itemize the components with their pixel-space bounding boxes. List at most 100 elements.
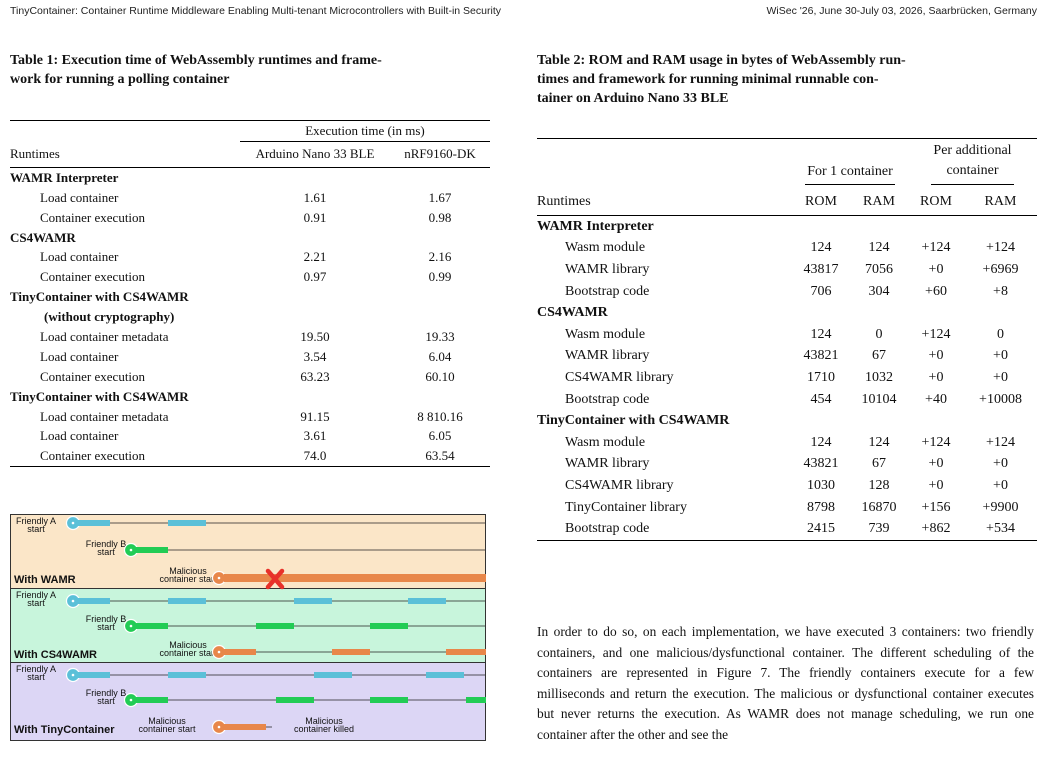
table1-row-label: (without cryptography) bbox=[44, 309, 175, 325]
label-friendly-b: Friendly B bbox=[86, 614, 127, 624]
label-killed-sub: container killed bbox=[294, 724, 354, 734]
table2-cell-rom bbox=[792, 216, 850, 238]
table1-caption: Table 1: Execution time of WebAssembly r… bbox=[10, 53, 382, 87]
table2-row: WAMR library 43817 7056 +0 +6969 bbox=[537, 259, 1037, 281]
table2: For 1 container Per additional container… bbox=[537, 138, 1037, 541]
table2-cell-ram2: +9900 bbox=[982, 499, 1019, 515]
table1-row: Load container metadata 91.15 8 810.16 bbox=[10, 407, 490, 427]
table2-cell-rom bbox=[792, 302, 850, 324]
marker-malicious-dot bbox=[217, 576, 221, 580]
table1-cell-b bbox=[390, 287, 490, 307]
table1-row: CS4WAMR bbox=[10, 228, 490, 248]
table1-cell-a: 91.15 bbox=[300, 408, 330, 424]
table1-cell-b: 63.54 bbox=[425, 448, 455, 464]
table1-row: (without cryptography) bbox=[10, 307, 490, 327]
exec-malicious bbox=[224, 574, 486, 582]
table1-cell-b: 19.33 bbox=[425, 328, 455, 344]
label-friendly-b: Friendly B bbox=[86, 688, 127, 698]
table2-cell-ram2: +10008 bbox=[979, 391, 1022, 407]
running-header-title: TinyContainer: Container Runtime Middlew… bbox=[10, 5, 501, 17]
table1-row: TinyContainer with CS4WAMR bbox=[10, 387, 490, 407]
marker-friendly-a-dot bbox=[71, 599, 75, 603]
exec-friendly-a bbox=[78, 598, 110, 604]
table2-row: WAMR library 43821 67 +0 +0 bbox=[537, 454, 1037, 476]
table1-row-label: Container execution bbox=[40, 448, 146, 464]
label-friendly-a-start: start bbox=[27, 598, 45, 608]
marker-malicious-dot bbox=[217, 725, 221, 729]
table1-cell-a bbox=[240, 287, 390, 307]
table2-cell-rom2: +40 bbox=[925, 391, 947, 407]
label-malicious: Malicious bbox=[148, 716, 186, 726]
table2-cell-ram2 bbox=[964, 216, 1037, 238]
table2-cell-ram2 bbox=[964, 302, 1037, 324]
table1-cell-b bbox=[390, 167, 490, 187]
table2-cell-rom: 2415 bbox=[807, 521, 835, 537]
table2-col-rom: ROM bbox=[805, 194, 837, 209]
table1-cell-a: 0.97 bbox=[303, 269, 327, 285]
table2-row-label: Bootstrap code bbox=[565, 391, 650, 407]
table2-cell-rom: 1710 bbox=[807, 369, 835, 385]
table2-row-label: Bootstrap code bbox=[565, 521, 650, 537]
panel-title-cs4wamr: With CS4WAMR bbox=[14, 649, 97, 661]
table2-cell-rom2: +156 bbox=[921, 499, 951, 515]
table1-row-label: Load container bbox=[40, 348, 119, 364]
table2-cell-ram bbox=[850, 410, 908, 432]
table1-cell-b: 1.67 bbox=[428, 189, 452, 205]
table2-row-label: CS4WAMR bbox=[537, 305, 608, 321]
table1-group-header: Execution time (in ms) bbox=[240, 120, 490, 142]
table1-cell-a: 3.54 bbox=[303, 348, 327, 364]
marker-friendly-a-dot bbox=[71, 521, 75, 525]
label-killed: Malicious bbox=[305, 716, 343, 726]
table2-cell-rom2: +0 bbox=[928, 369, 944, 385]
table1-row-label: TinyContainer with CS4WAMR bbox=[10, 289, 189, 305]
table2-row-label: CS4WAMR library bbox=[565, 369, 674, 385]
table2-cell-ram2: +6969 bbox=[982, 261, 1019, 277]
table2-caption: Table 2: ROM and RAM usage in bytes of W… bbox=[537, 53, 906, 106]
table2-cell-rom2: +862 bbox=[921, 521, 951, 537]
exec-friendly-a bbox=[168, 598, 206, 604]
table2-cell-ram: 124 bbox=[868, 434, 890, 450]
table2-row-label: Bootstrap code bbox=[565, 283, 650, 299]
table2-cell-rom2 bbox=[908, 302, 964, 324]
table1-row: WAMR Interpreter bbox=[10, 167, 490, 187]
exec-friendly-a bbox=[78, 672, 110, 678]
table2-row-label: WAMR Interpreter bbox=[537, 218, 654, 234]
exec-malicious bbox=[446, 649, 486, 655]
exec-friendly-a bbox=[314, 672, 352, 678]
table1-row-label: Load container metadata bbox=[40, 328, 169, 344]
table2-col-runtimes: Runtimes bbox=[537, 194, 591, 209]
table2-row-label: CS4WAMR library bbox=[565, 477, 674, 493]
table1-cell-b bbox=[390, 307, 490, 327]
table1-row-label: Container execution bbox=[40, 368, 146, 384]
label-friendly-b-start: start bbox=[97, 622, 115, 632]
table1-row: Load container metadata 19.50 19.33 bbox=[10, 327, 490, 347]
table2-cell-rom2: +124 bbox=[921, 326, 951, 342]
table1-cell-b: 8 810.16 bbox=[417, 408, 463, 424]
table2-cell-ram: 124 bbox=[868, 240, 890, 256]
table1-cell-b: 6.04 bbox=[428, 348, 452, 364]
table1-row-label: Container execution bbox=[40, 269, 146, 285]
table2-cell-ram: 304 bbox=[868, 283, 890, 299]
table1-cell-a bbox=[240, 387, 390, 407]
exec-friendly-a bbox=[294, 598, 332, 604]
table2-group-additional: Per additional container bbox=[931, 141, 1014, 185]
exec-friendly-a bbox=[78, 520, 110, 526]
table2-cell-ram bbox=[850, 302, 908, 324]
marker-friendly-b-dot bbox=[129, 624, 133, 628]
table2-cell-rom2: +0 bbox=[928, 348, 944, 364]
table2-cell-ram2: +0 bbox=[993, 348, 1008, 364]
table2-cell-rom: 124 bbox=[810, 326, 832, 342]
label-friendly-a: Friendly A bbox=[16, 664, 56, 674]
table2-cell-ram2 bbox=[964, 410, 1037, 432]
table2-row-label: TinyContainer library bbox=[565, 499, 687, 515]
table1-cell-a: 74.0 bbox=[303, 448, 327, 464]
table1-col-arduino: Arduino Nano 33 BLE bbox=[255, 146, 375, 162]
table1-cell-b bbox=[390, 228, 490, 248]
table2-row: WAMR Interpreter bbox=[537, 216, 1037, 238]
table2-cell-ram: 1032 bbox=[865, 369, 893, 385]
table1-cell-b: 6.05 bbox=[428, 428, 452, 444]
table1-body: WAMR Interpreter Load container 1.61 1.67 Co… bbox=[10, 167, 490, 467]
table2-row: Bootstrap code 706 304 +60 +8 bbox=[537, 281, 1037, 303]
table2-cell-ram: 10104 bbox=[861, 391, 897, 407]
table1-cell-a: 19.50 bbox=[300, 328, 330, 344]
